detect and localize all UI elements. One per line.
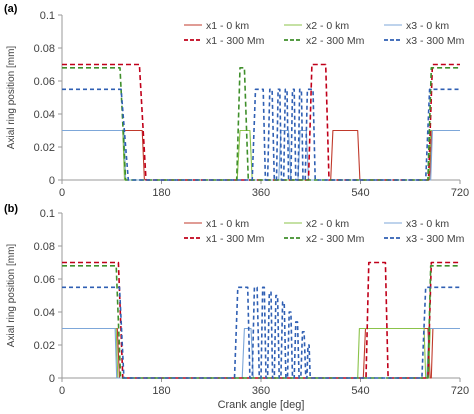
- y-tick-label: 0: [49, 373, 55, 385]
- panel-label: (b): [4, 203, 18, 215]
- series-line-x1_300: [62, 261, 460, 379]
- y-axis-label: Axial ring position [mm]: [6, 46, 17, 150]
- y-tick-label: 0.06: [34, 274, 55, 286]
- y-tick-label: 0.06: [34, 76, 55, 88]
- y-tick-label: 0.04: [34, 109, 55, 121]
- series-line-x1: [62, 129, 460, 181]
- legend-label-x2: x2 - 0 km: [306, 20, 349, 32]
- series-line-x2_300: [62, 264, 460, 379]
- x-tick-label: 720: [451, 187, 469, 199]
- x-tick-label: 540: [351, 187, 369, 199]
- x-tick-label: 360: [252, 187, 270, 199]
- y-axis-label: Axial ring position [mm]: [6, 244, 17, 348]
- x-tick-label: 180: [152, 385, 170, 397]
- legend-label-x2_300: x2 - 300 Mm: [306, 35, 365, 47]
- panel-label: (a): [4, 3, 18, 15]
- legend-label-x1_300: x1 - 300 Mm: [206, 233, 265, 245]
- x-tick-label: 180: [152, 187, 170, 199]
- x-tick-label: 720: [451, 385, 469, 397]
- series-line-x1_300: [62, 63, 460, 181]
- y-tick-label: 0.02: [34, 142, 55, 154]
- y-tick-label: 0.02: [34, 340, 55, 352]
- y-tick-label: 0.08: [34, 241, 55, 253]
- legend-label-x1_300: x1 - 300 Mm: [206, 35, 265, 47]
- series-line-x3_300: [62, 88, 460, 181]
- series-line-x2: [62, 327, 460, 379]
- legend-label-x1: x1 - 0 km: [206, 20, 249, 32]
- legend-label-x2_300: x2 - 300 Mm: [306, 233, 365, 245]
- x-tick-label: 360: [252, 385, 270, 397]
- legend-label-x2: x2 - 0 km: [306, 218, 349, 230]
- legend-label-x3_300: x3 - 300 Mm: [406, 233, 465, 245]
- legend-label-x3_300: x3 - 300 Mm: [406, 35, 465, 47]
- legend-label-x3: x3 - 0 km: [406, 218, 449, 230]
- y-tick-label: 0: [49, 175, 55, 187]
- legend-label-x1: x1 - 0 km: [206, 218, 249, 230]
- series-line-x3_300: [62, 286, 460, 379]
- x-tick-label: 540: [351, 385, 369, 397]
- x-tick-label: 0: [59, 385, 65, 397]
- series-line-x2_300: [62, 67, 460, 181]
- x-axis-label: Crank angle [deg]: [218, 399, 305, 411]
- series-line-x2: [62, 129, 460, 181]
- y-tick-label: 0.04: [34, 307, 55, 319]
- chart-panel-a: (a) 0 0.02 0.04 0.06 0.08 0.1 0 180 360 540 720 x1 -…: [4, 3, 469, 199]
- series-line-x3: [62, 129, 460, 181]
- y-tick-label: 0.08: [34, 43, 55, 55]
- legend-label-x3: x3 - 0 km: [406, 20, 449, 32]
- x-tick-label: 0: [59, 187, 65, 199]
- y-tick-label: 0.1: [40, 208, 55, 220]
- chart-panel-b: (b) 0 0.02 0.04 0.06 0.08 0.1 0 180 360 540 720 x1 -…: [4, 203, 469, 397]
- y-tick-label: 0.1: [40, 10, 55, 22]
